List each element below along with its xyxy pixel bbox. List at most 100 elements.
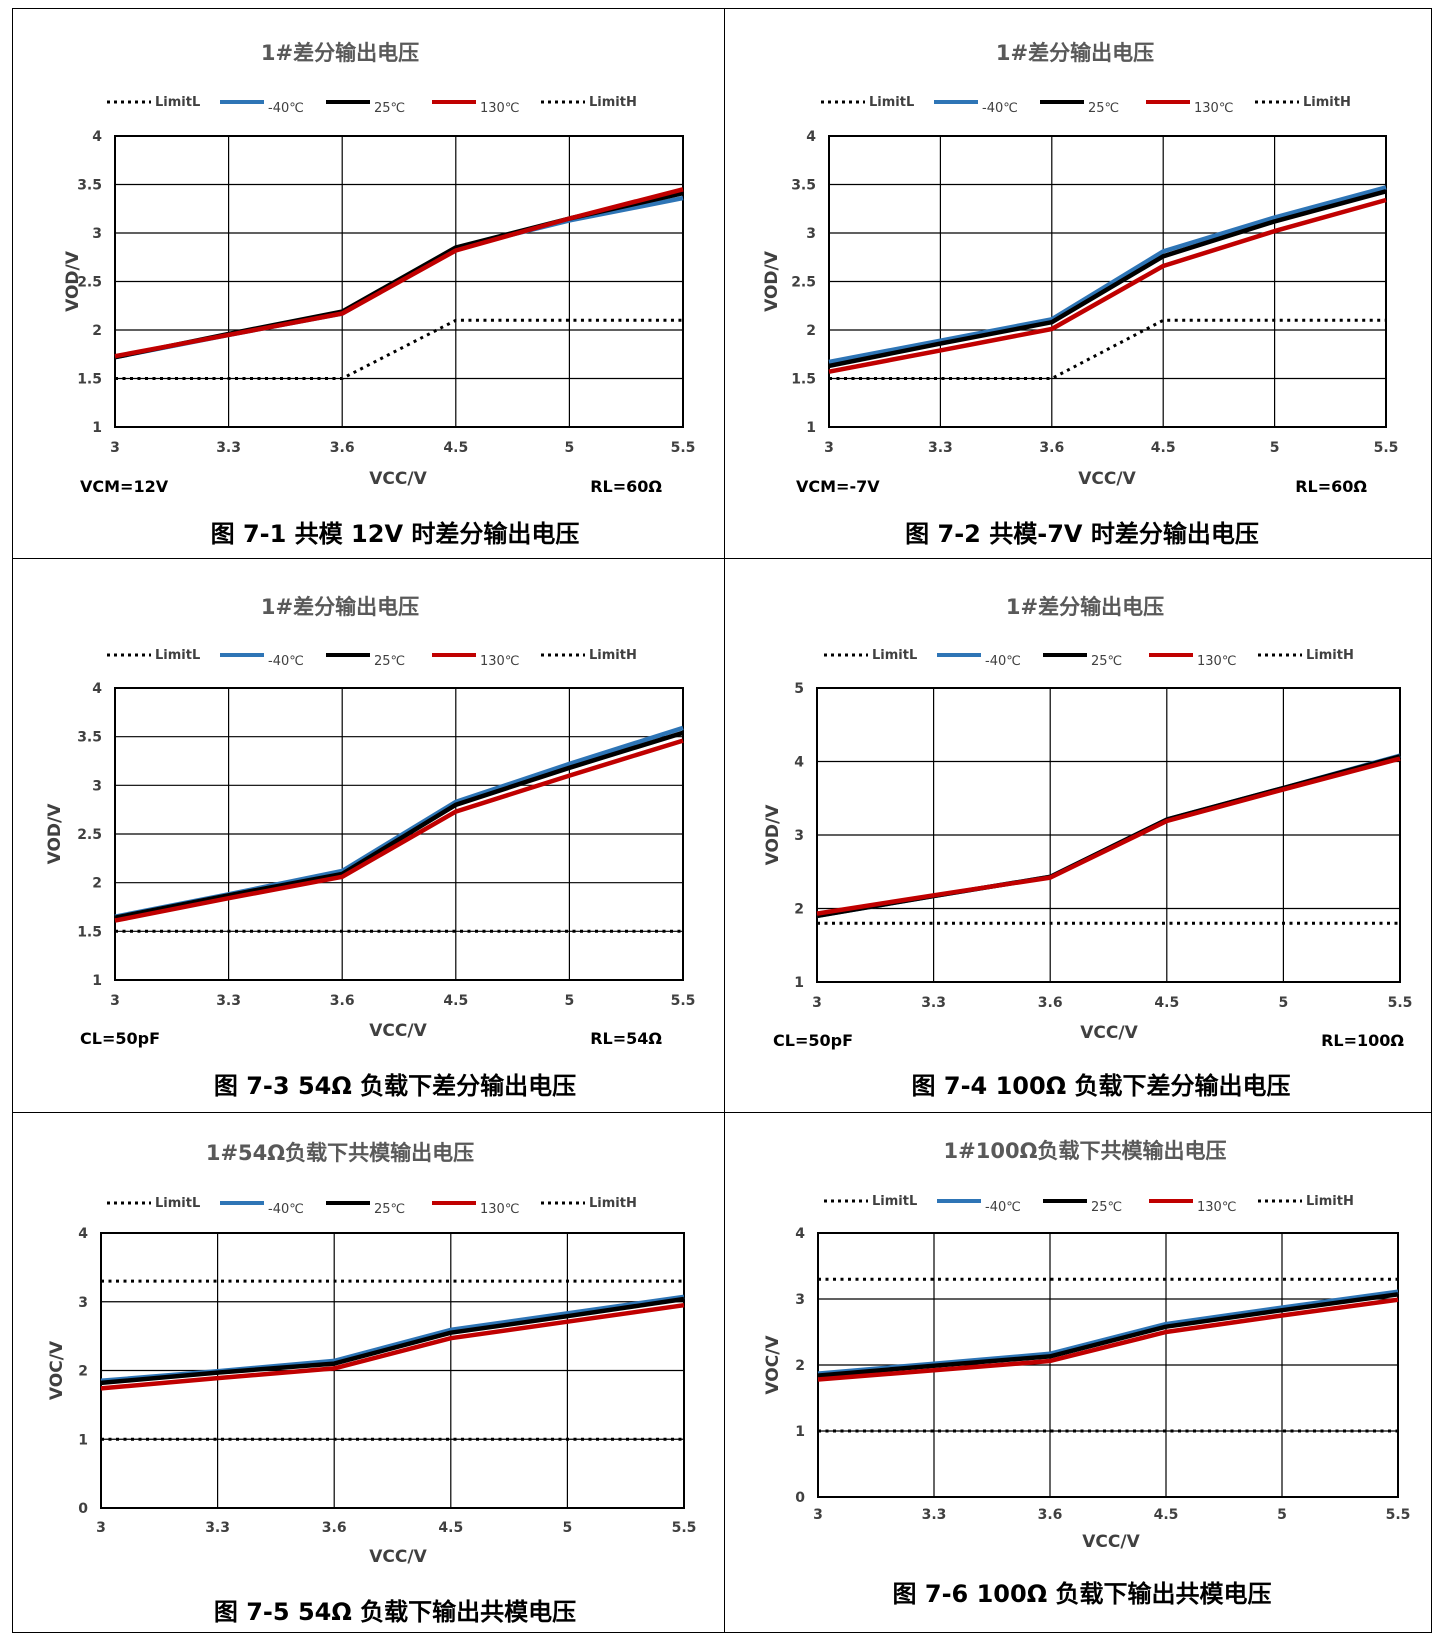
y-tick-label: 0 <box>795 1490 805 1506</box>
note-right: RL=60Ω <box>1295 477 1367 496</box>
x-tick-label: 5.5 <box>1386 1507 1411 1523</box>
legend-label: LimitH <box>1303 95 1351 110</box>
y-axis-label: VOD/V <box>45 803 65 865</box>
chart-3: 1#差分输出电压 LimitL -40℃ 25℃ 130℃ LimitH 1 1.5 2 2.5 3… <box>45 595 695 1048</box>
y-axis-label: VOD/V <box>63 250 83 312</box>
x-tick-label: 3.6 <box>322 1520 347 1536</box>
x-tick-label: 5 <box>1270 440 1280 456</box>
y-tick-label: 2 <box>795 1358 805 1374</box>
chart-2: 1#差分输出电压 LimitL -40℃ 25℃ 130℃ LimitH 1 1.5 2 2.5 3… <box>762 41 1398 496</box>
legend-label: LimitL <box>872 648 917 663</box>
legend-item: -40℃ <box>220 653 304 669</box>
legend-label: -40℃ <box>268 1202 304 1217</box>
legend-label: -40℃ <box>985 654 1021 669</box>
legend-label: -40℃ <box>982 101 1018 116</box>
x-tick-label: 5 <box>1279 995 1289 1011</box>
legend-item: 130℃ <box>432 653 519 669</box>
y-tick-label: 2.5 <box>791 275 816 291</box>
x-axis-label: VCC/V <box>1082 1532 1140 1552</box>
legend-label: 25℃ <box>1091 654 1122 669</box>
x-tick-label: 4.5 <box>1154 1507 1179 1523</box>
series-line-130℃ <box>100 1302 685 1391</box>
legend-label: 25℃ <box>374 1202 405 1217</box>
y-axis-label: VOC/V <box>763 1335 783 1395</box>
legend-label: LimitL <box>155 95 200 110</box>
x-tick-label: 5.5 <box>1374 440 1399 456</box>
x-tick-label: 3.3 <box>216 993 241 1009</box>
legend-label: LimitH <box>589 648 637 663</box>
y-tick-label: 1.5 <box>77 372 102 388</box>
legend-label: LimitL <box>155 648 200 663</box>
legend-label: 25℃ <box>374 101 405 116</box>
legend-item: -40℃ <box>220 100 304 116</box>
note-right: RL=54Ω <box>590 1029 662 1048</box>
legend-label: LimitL <box>872 1194 917 1209</box>
legend-item: LimitH <box>541 648 637 663</box>
figure-caption: 图 7-2 共模-7V 时差分输出电压 <box>905 520 1259 548</box>
chart-title: 1#差分输出电压 <box>261 41 419 65</box>
y-tick-label: 2 <box>78 1364 88 1380</box>
y-tick-label: 4 <box>795 1226 805 1242</box>
legend-label: 130℃ <box>1194 101 1233 116</box>
y-tick-label: 3 <box>78 1295 88 1311</box>
series-line--40℃ <box>114 725 684 919</box>
y-tick-label: 2 <box>92 323 102 339</box>
x-tick-label: 3 <box>813 1507 823 1523</box>
legend-item: 130℃ <box>1149 653 1236 669</box>
legend-item: -40℃ <box>220 1201 304 1217</box>
x-tick-label: 5.5 <box>671 993 696 1009</box>
y-tick-label: 3.5 <box>77 730 102 746</box>
y-tick-label: 3 <box>794 828 804 844</box>
y-tick-label: 4 <box>78 1226 88 1242</box>
y-tick-label: 3.5 <box>77 178 102 194</box>
legend-label: 130℃ <box>1197 1200 1236 1215</box>
legend-label: LimitL <box>155 1196 200 1211</box>
y-tick-label: 0 <box>78 1501 88 1517</box>
note-left: VCM=-7V <box>796 477 880 496</box>
chart-title: 1#54Ω负载下共模输出电压 <box>206 1141 474 1165</box>
series-line-25℃ <box>828 189 1387 369</box>
y-tick-label: 3 <box>795 1292 805 1308</box>
x-tick-label: 5 <box>1277 1507 1287 1523</box>
legend-item: LimitL <box>107 95 200 110</box>
series-line-130℃ <box>817 1297 1399 1382</box>
legend-item: LimitH <box>1258 648 1354 663</box>
x-tick-label: 5.5 <box>1388 995 1413 1011</box>
legend-item: LimitL <box>107 648 200 663</box>
y-tick-label: 4 <box>794 755 804 771</box>
y-tick-label: 3.5 <box>791 178 816 194</box>
y-tick-label: 3 <box>806 226 816 242</box>
legend-label: -40℃ <box>268 101 304 116</box>
x-tick-label: 5 <box>565 993 575 1009</box>
x-tick-label: 3.3 <box>921 995 946 1011</box>
legend-item: 25℃ <box>1043 1199 1122 1215</box>
chart-5: 1#54Ω负载下共模输出电压 LimitL -40℃ 25℃ 130℃ LimitH 0 1 2… <box>47 1141 696 1567</box>
note-left: VCM=12V <box>80 477 169 496</box>
legend-item: 25℃ <box>326 100 405 116</box>
y-tick-label: 1 <box>92 973 102 989</box>
series-line-130℃ <box>816 756 1401 916</box>
legend-item: -40℃ <box>934 100 1018 116</box>
y-tick-label: 2 <box>92 876 102 892</box>
chart-title: 1#差分输出电压 <box>996 41 1154 65</box>
x-tick-label: 3 <box>110 440 120 456</box>
y-axis-label: VOC/V <box>47 1340 67 1400</box>
legend-item: -40℃ <box>937 653 1021 669</box>
y-tick-label: 2 <box>794 902 804 918</box>
legend-item: LimitH <box>541 95 637 110</box>
legend-item: LimitL <box>821 95 914 110</box>
chart-1: 1#差分输出电压 LimitL -40℃ 25℃ 130℃ LimitH 1 1.5 2 2.5 3… <box>63 41 695 496</box>
series-line-25℃ <box>100 1296 685 1386</box>
chart-6: 1#100Ω负载下共模输出电压 LimitL -40℃ 25℃ 130℃ LimitH 0 1… <box>763 1139 1410 1552</box>
x-tick-label: 4.5 <box>1151 440 1176 456</box>
legend-item: 130℃ <box>432 1201 519 1217</box>
x-tick-label: 3.6 <box>330 993 355 1009</box>
note-left: CL=50pF <box>80 1029 160 1048</box>
y-axis-label: VOD/V <box>762 250 782 312</box>
y-tick-label: 2.5 <box>77 827 102 843</box>
legend-item: 130℃ <box>1149 1199 1236 1215</box>
note-left: CL=50pF <box>773 1031 853 1050</box>
y-tick-label: 2 <box>806 323 816 339</box>
x-tick-label: 3.3 <box>205 1520 230 1536</box>
legend-label: 25℃ <box>1088 101 1119 116</box>
